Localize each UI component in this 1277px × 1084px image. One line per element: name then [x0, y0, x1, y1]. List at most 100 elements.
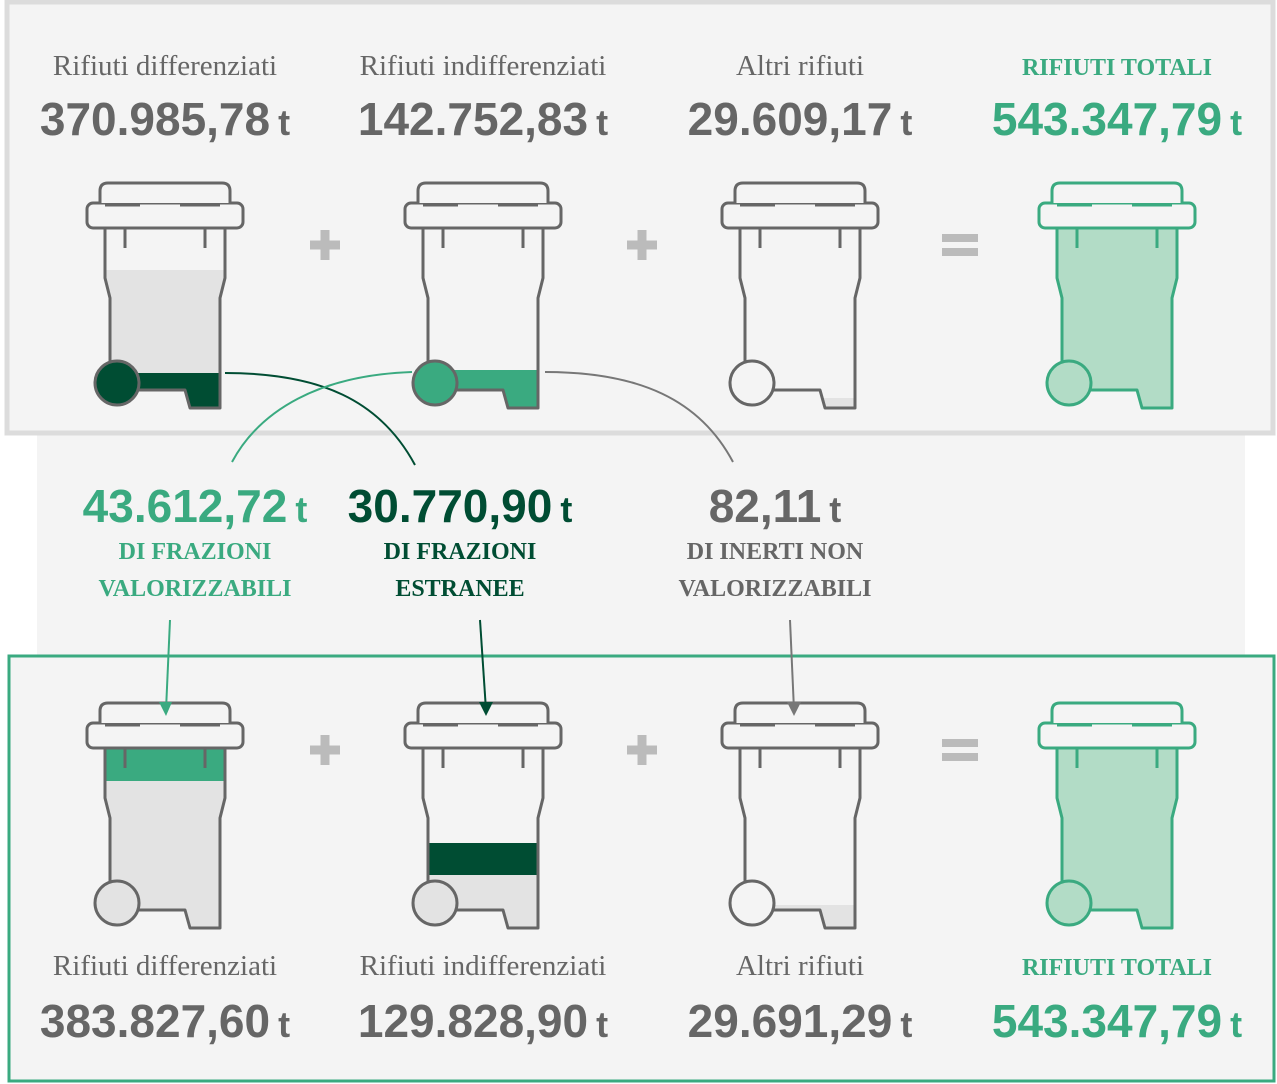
transfer-amount: 82,11 t — [709, 480, 842, 532]
fill-level — [423, 843, 543, 875]
plus-sign — [627, 735, 657, 765]
bin-wheel — [728, 879, 776, 927]
bin-body — [103, 226, 227, 410]
curve — [224, 372, 416, 466]
bin-lid-top — [733, 181, 867, 203]
bin-lid-top — [1050, 181, 1184, 203]
bin-lid — [720, 721, 880, 750]
item-label: Altri rifiuti — [736, 950, 864, 982]
item-amount: 383.827,60 t — [40, 995, 290, 1047]
item-value: 543.347,79 — [992, 93, 1222, 145]
item-unit: t — [1230, 102, 1242, 143]
bin-wheel — [1045, 879, 1093, 927]
middle-band — [37, 430, 1245, 660]
item-unit: t — [596, 1004, 608, 1045]
item-value: 370.985,78 — [40, 93, 270, 145]
item-label: RIFIUTI TOTALI — [1022, 955, 1212, 981]
item-amount: 543.347,79 t — [992, 995, 1242, 1047]
bin — [85, 181, 245, 410]
curve — [231, 371, 413, 463]
item-amount: 129.828,90 t — [358, 995, 608, 1047]
item-amount: 543.347,79 t — [992, 93, 1242, 145]
bin-lid-top — [98, 181, 232, 203]
bin-details — [1057, 723, 1172, 768]
transfer-label: ESTRANEE — [395, 576, 524, 602]
transfer-value: 30.770,90 — [348, 480, 553, 532]
arrow-head — [787, 702, 801, 716]
arrow-head — [159, 702, 172, 716]
item-amount: 29.691,29 t — [688, 995, 913, 1047]
arrow-head — [479, 702, 493, 716]
item-value: 383.827,60 — [40, 995, 270, 1047]
transfer-label: VALORIZZABILI — [99, 576, 292, 602]
item-amount: 142.752,83 t — [358, 93, 608, 145]
item-unit: t — [900, 102, 912, 143]
curve — [544, 371, 734, 463]
transfer-value: 82,11 — [709, 480, 822, 532]
bin-body — [1055, 226, 1179, 410]
item-unit: t — [596, 102, 608, 143]
bin-wheel — [411, 359, 459, 407]
bin-lid — [720, 201, 880, 230]
transfer-amount: 30.770,90 t — [348, 480, 573, 532]
bin — [85, 701, 245, 930]
item-unit: t — [278, 102, 290, 143]
bin — [1037, 181, 1197, 410]
bin-details — [105, 723, 220, 768]
equals-sign — [942, 739, 978, 761]
connectors — [159, 371, 801, 716]
item-value: 543.347,79 — [992, 995, 1222, 1047]
item-value: 29.609,17 — [688, 93, 893, 145]
item-label: Rifiuti differenziati — [53, 950, 277, 982]
item-value: 129.828,90 — [358, 995, 588, 1047]
transfer-unit: t — [295, 489, 307, 530]
plus-sign — [310, 230, 340, 260]
bin-lid — [403, 201, 563, 230]
transfer-unit: t — [829, 489, 841, 530]
bin-details — [740, 203, 855, 248]
bin-wheel — [411, 879, 459, 927]
bin-body — [738, 746, 862, 930]
bin-lid — [403, 721, 563, 750]
arrow — [789, 619, 795, 711]
bin-body — [103, 746, 227, 930]
item-label: Rifiuti indifferenziati — [360, 50, 607, 82]
bin-details — [105, 203, 220, 248]
bin-lid — [85, 721, 245, 750]
transfer-label: DI INERTI NON — [687, 539, 864, 565]
bin-lid — [1037, 201, 1197, 230]
item-value: 29.691,29 — [688, 995, 893, 1047]
item-label: RIFIUTI TOTALI — [1022, 55, 1212, 81]
transfer-unit: t — [560, 489, 572, 530]
bin-lid-top — [733, 701, 867, 723]
item-unit: t — [278, 1004, 290, 1045]
bin-body — [421, 226, 545, 410]
bin-details — [740, 723, 855, 768]
equals-sign — [942, 234, 978, 256]
item-label: Rifiuti indifferenziati — [360, 950, 607, 982]
item-value: 142.752,83 — [358, 93, 588, 145]
bin — [403, 701, 563, 930]
bin-wheel — [93, 359, 141, 407]
transfer-value: 43.612,72 — [83, 480, 288, 532]
transfer-label: DI FRAZIONI — [384, 539, 537, 565]
plus-sign — [627, 230, 657, 260]
item-label: Rifiuti differenziati — [53, 50, 277, 82]
bin-lid-top — [416, 181, 550, 203]
transfer-label: DI FRAZIONI — [119, 539, 272, 565]
fill-level — [105, 270, 225, 373]
bin-lid-top — [1050, 701, 1184, 723]
item-label: Altri rifiuti — [736, 50, 864, 82]
item-unit: t — [900, 1004, 912, 1045]
bin-lid — [1037, 721, 1197, 750]
transfer-amount: 43.612,72 t — [83, 480, 308, 532]
bin-details — [423, 203, 538, 248]
arrow — [479, 619, 487, 711]
bin-wheel — [93, 879, 141, 927]
item-amount: 370.985,78 t — [40, 93, 290, 145]
plus-sign — [310, 735, 340, 765]
bin — [1037, 701, 1197, 930]
bin-lid — [85, 201, 245, 230]
bin-body — [421, 746, 545, 930]
